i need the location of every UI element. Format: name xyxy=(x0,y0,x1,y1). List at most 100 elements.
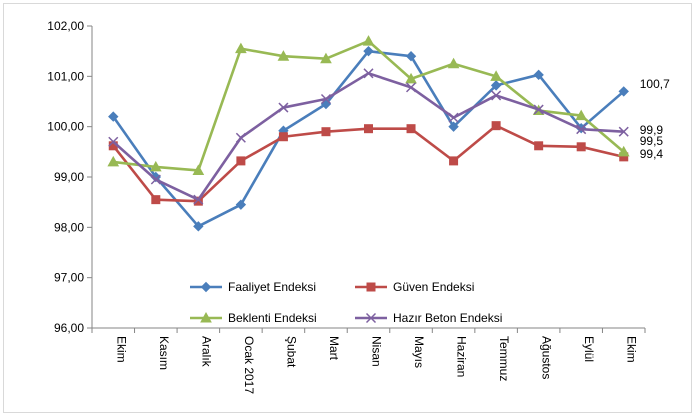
x-axis: Ekim Kasım Aralık Ocak 2017 Şubat Mart Nisan Ma… xyxy=(91,327,646,394)
data-point-beklenti xyxy=(362,35,375,46)
y-tick-label: 101,00 xyxy=(47,69,84,83)
y-tick-label: 102,00 xyxy=(47,19,84,33)
end-labels: 100,7 99,999,599,4 xyxy=(640,77,670,161)
data-point-guven xyxy=(576,142,586,152)
legend-label: Güven Endeksi xyxy=(393,280,474,294)
data-point-faaliyet xyxy=(363,45,374,57)
x-category-label: Kasım xyxy=(157,336,171,370)
data-point-beklenti xyxy=(320,52,332,64)
x-category-label: Şubat xyxy=(284,336,298,368)
legend-label: Hazır Beton Endeksi xyxy=(393,311,502,325)
data-point-guven xyxy=(364,124,373,134)
data-point-faaliyet xyxy=(108,111,119,122)
data-point-guven xyxy=(491,121,501,131)
data-point-guven xyxy=(151,195,161,205)
data-point-beklenti xyxy=(575,109,588,121)
x-category-label: Ocak 2017 xyxy=(242,336,256,394)
x-marker-stroke xyxy=(365,312,377,324)
series-layer xyxy=(107,35,630,232)
x-category-label: Eylül xyxy=(582,336,596,362)
x-marker-stroke xyxy=(363,68,374,79)
x-category-label: Haziran xyxy=(455,336,469,377)
x-marker-stroke xyxy=(406,82,417,93)
chart-frame xyxy=(3,3,692,413)
x-marker-stroke xyxy=(150,174,161,185)
x-marker-stroke xyxy=(533,104,544,115)
data-point-hazir-beton xyxy=(235,132,246,143)
legend-item-guven: Güven Endeksi xyxy=(355,280,474,294)
y-tick-label: 99,00 xyxy=(54,170,84,184)
legend-swatch-marker xyxy=(200,281,212,293)
end-value-label: 99,4 xyxy=(640,147,664,161)
x-marker-stroke xyxy=(278,102,289,113)
data-point-faaliyet xyxy=(618,86,629,97)
end-value-label: 100,7 xyxy=(640,77,670,91)
y-tick-label: 100,00 xyxy=(47,120,84,134)
legend-swatch-marker xyxy=(200,311,212,323)
data-point-hazir-beton xyxy=(533,104,544,115)
data-point-guven xyxy=(321,127,331,137)
data-point-beklenti xyxy=(149,160,162,172)
x-category-label: Ekim xyxy=(114,336,128,363)
data-point-faaliyet xyxy=(405,50,417,62)
x-category-label: Nisan xyxy=(370,336,384,367)
series-line-hazir-beton xyxy=(112,72,624,201)
x-marker-stroke xyxy=(235,132,246,143)
y-tick-label: 97,00 xyxy=(54,271,84,285)
x-category-label: Mayıs xyxy=(412,336,426,368)
data-point-faaliyet xyxy=(235,199,247,210)
x-marker-stroke xyxy=(448,112,459,123)
data-point-hazir-beton xyxy=(150,174,161,185)
x-category-label: Ağustos xyxy=(540,336,554,379)
x-marker-stroke xyxy=(108,136,119,147)
data-point-hazir-beton xyxy=(363,68,374,79)
series-line-beklenti xyxy=(113,39,625,172)
data-point-beklenti xyxy=(192,164,205,175)
legend-item-faaliyet: Faaliyet Endeksi xyxy=(190,280,316,294)
legend-item-beklenti: Beklenti Endeksi xyxy=(190,311,317,325)
data-point-hazir-beton xyxy=(448,112,459,123)
x-marker-stroke xyxy=(193,194,204,205)
data-point-guven xyxy=(236,156,246,166)
data-point-beklenti xyxy=(235,42,247,54)
series-line-guven xyxy=(112,124,625,203)
legend-item-hazir-beton: Hazır Beton Endeksi xyxy=(355,311,502,325)
y-tick-label: 98,00 xyxy=(54,220,84,234)
data-point-beklenti xyxy=(277,50,290,61)
data-point-guven xyxy=(406,124,416,134)
data-point-hazir-beton xyxy=(108,136,119,147)
data-point-hazir-beton xyxy=(491,90,502,101)
data-point-hazir-beton xyxy=(406,82,417,93)
x-category-label: Ekim xyxy=(625,336,639,363)
legend-swatch-marker xyxy=(366,282,376,292)
y-axis: 96,00 97,00 98,00 99,00 100,00 101,00 102,00 xyxy=(47,19,93,335)
data-point-hazir-beton xyxy=(278,102,289,113)
legend-label: Beklenti Endeksi xyxy=(228,311,317,325)
x-category-label: Aralık xyxy=(199,336,213,368)
end-value-label: 99,5 xyxy=(640,134,664,148)
legend: Faaliyet Endeksi Güven Endeksi Beklenti En… xyxy=(190,280,502,325)
data-point-beklenti xyxy=(107,155,120,167)
data-point-faaliyet xyxy=(448,121,459,132)
end-value-label: 99,9 xyxy=(640,123,664,137)
x-marker-stroke xyxy=(491,90,502,101)
legend-label: Faaliyet Endeksi xyxy=(228,280,316,294)
data-point-faaliyet xyxy=(490,80,502,91)
data-point-beklenti xyxy=(490,70,502,81)
data-point-hazir-beton xyxy=(576,124,587,135)
x-category-label: Mart xyxy=(327,336,341,361)
x-marker-stroke xyxy=(618,126,629,137)
legend-swatch-marker xyxy=(365,312,377,324)
data-point-faaliyet xyxy=(533,69,544,81)
data-point-hazir-beton xyxy=(193,194,204,205)
x-category-label: Temmuz xyxy=(497,336,511,381)
data-point-guven xyxy=(193,196,203,206)
data-point-hazir-beton xyxy=(320,93,331,105)
data-point-guven xyxy=(278,132,288,142)
data-point-guven xyxy=(449,156,459,166)
data-point-hazir-beton xyxy=(618,126,629,137)
data-point-beklenti xyxy=(405,72,417,84)
x-marker-stroke xyxy=(576,124,587,135)
data-point-faaliyet xyxy=(193,221,204,232)
